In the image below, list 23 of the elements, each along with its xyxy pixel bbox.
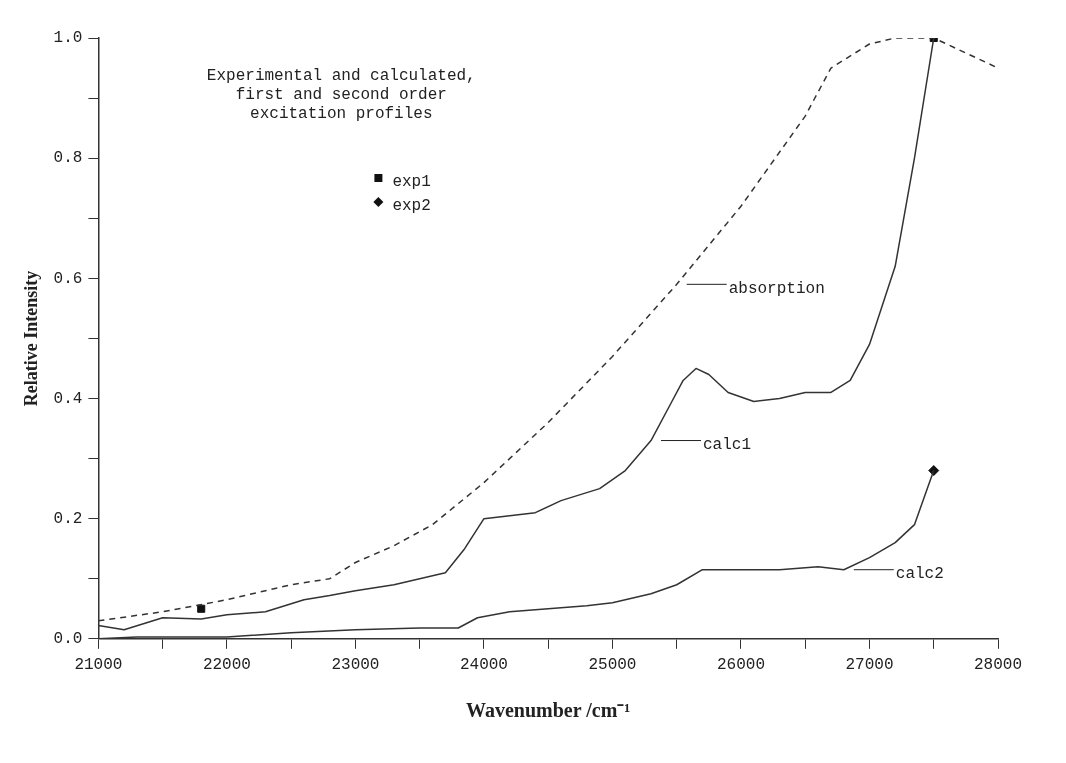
y-tick-label: 1.0 — [53, 29, 83, 48]
x-tick-label: 23000 — [331, 655, 380, 674]
x-tick-label: 26000 — [716, 655, 765, 674]
text: absorption — [728, 279, 825, 298]
series-label: calc2 — [895, 564, 944, 583]
legend-label: exp1 — [392, 173, 431, 192]
text: Experimental and calculated, first and second order excitation profiles — [206, 67, 476, 124]
y-tick-label: 0.4 — [53, 389, 83, 408]
x-tick-label: 28000 — [973, 655, 1023, 674]
y-tick-label: 0.8 — [53, 149, 83, 168]
y-tick-label: 0.0 — [53, 630, 83, 649]
x-tick-label: 22000 — [202, 655, 251, 674]
x-axis-title: Wavenumber /cm⁻¹ — [466, 699, 631, 722]
y-axis-title: Relative Intensity — [21, 270, 42, 407]
x-tick-label: 27000 — [845, 655, 894, 674]
y-tick-label: 0.6 — [53, 269, 83, 288]
x-tick-label: 25000 — [588, 655, 637, 674]
text: calc1 — [703, 435, 752, 454]
legend-label: exp2 — [392, 197, 431, 216]
y-tick-label: 0.2 — [53, 509, 83, 528]
x-tick-label: 21000 — [74, 655, 123, 674]
x-tick-label: 24000 — [459, 655, 508, 674]
point — [197, 604, 206, 613]
